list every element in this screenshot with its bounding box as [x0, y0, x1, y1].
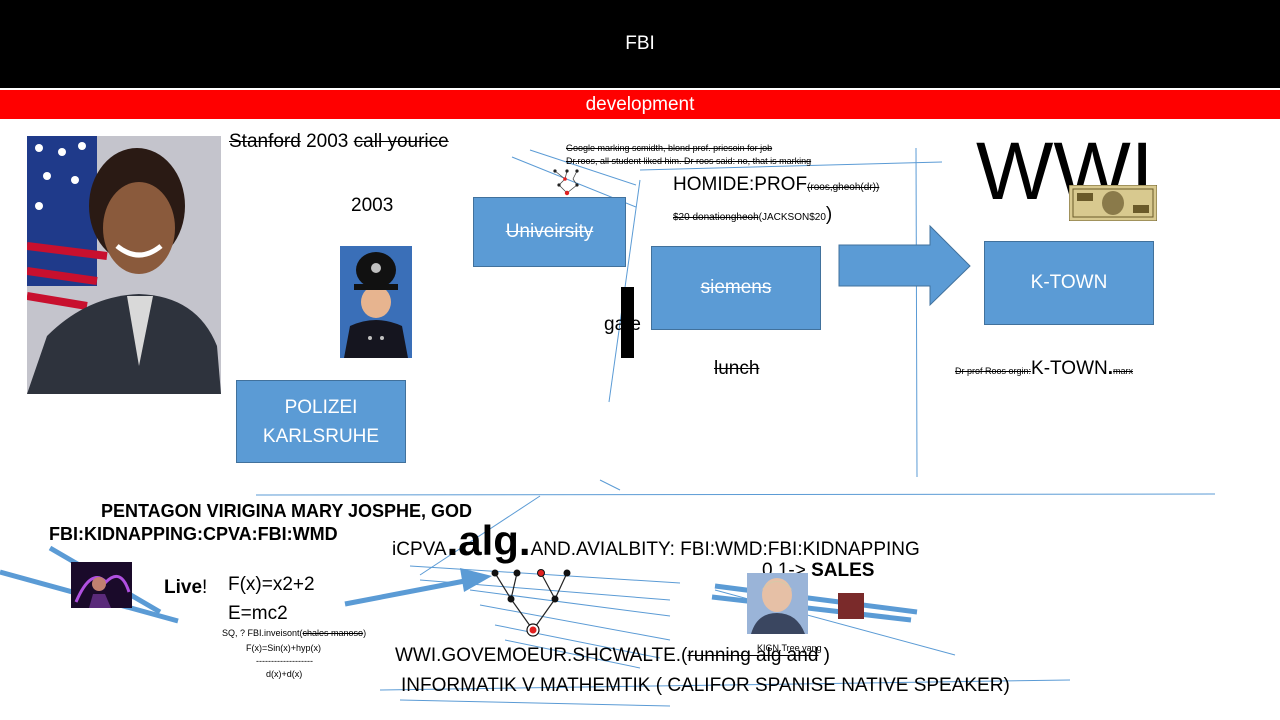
- polizei-box[interactable]: POLIZEI KARLSRUHE: [236, 380, 406, 463]
- call-strike: call yourice: [353, 131, 449, 152]
- homide-line: HOMIDE:PROF(roos,gheoh(dr)): [673, 174, 879, 196]
- sin-formula: F(x)=Sin(x)+hyp(x): [246, 643, 322, 653]
- alg-label: .alg.: [446, 517, 531, 564]
- live-line: Live!: [164, 577, 207, 599]
- donation-plain: (JACKSON$20: [758, 212, 826, 223]
- stanford-strike: Stanford: [229, 131, 301, 152]
- polizei-line1: POLIZEI: [284, 396, 358, 418]
- emc-formula: E=mc2: [228, 603, 288, 624]
- google-note-2: Dr.roos, all student liked him. Dr roos …: [566, 156, 812, 166]
- ktown-main: K-TOWN: [1031, 358, 1108, 379]
- ktown-label: K-TOWN: [1030, 272, 1108, 293]
- subheader-title: development: [585, 93, 695, 115]
- icpva-line: iCPVA.alg.AND.AVIALBITY: FBI:WMD:FBI:KID…: [392, 511, 920, 581]
- stanford-year: 2003: [300, 131, 354, 152]
- performer-icon: [71, 562, 132, 608]
- icpva-prefix: iCPVA: [392, 539, 447, 560]
- woman-portrait-icon: [27, 136, 221, 394]
- university-label: Univeirsity: [505, 221, 594, 242]
- informatik-line: INFORMATIK V MATHEMTIK ( CALIFOR SPANISE…: [401, 675, 1010, 696]
- ktown-suffix: marx: [1113, 366, 1134, 376]
- wwi-gov-line: WWI.GOVEMOEUR.SHCWALTE.(running alg and …: [395, 645, 830, 667]
- man-photo-icon: [747, 573, 808, 634]
- sq-prefix: SQ, ? FBI.inveisont(: [222, 628, 303, 638]
- wwi-gov-suffix: ): [818, 645, 830, 666]
- banknote-icon: [1069, 185, 1157, 221]
- homide-small: (roos,gheoh(dr)): [807, 182, 880, 193]
- year-label: 2003: [351, 195, 394, 216]
- wwi-gov-strike: running alg and: [687, 645, 819, 666]
- icpva-suffix: AND.AVIALBITY: FBI:WMD:FBI:KIDNAPPING: [530, 539, 920, 560]
- siemens-box[interactable]: siemens: [651, 246, 821, 330]
- wwi-gov-prefix: WWI.GOVEMOEUR.SHCWALTE.(: [395, 645, 688, 666]
- tree-diagram-large-icon: [491, 569, 571, 637]
- fbi-kidnapping-line: FBI:KIDNAPPING:CPVA:FBI:WMD: [49, 524, 338, 544]
- donation-paren: ): [825, 204, 833, 225]
- small-red-photo: [838, 593, 864, 619]
- portrait-photo: [27, 136, 221, 394]
- sq-suffix: ): [363, 628, 367, 638]
- sales-label: SALES: [811, 560, 875, 581]
- fx-formula: F(x)=x2+2: [228, 574, 315, 595]
- performer-photo: [71, 562, 132, 608]
- man-photo: [747, 573, 808, 634]
- tree-diagram-small-icon: [553, 169, 579, 196]
- subheader-bar: development: [0, 90, 1280, 119]
- ktown-box[interactable]: K-TOWN: [984, 241, 1154, 325]
- police-photo: [340, 246, 412, 358]
- ktown-dot: .: [1107, 358, 1114, 379]
- police-officer-icon: [340, 246, 412, 358]
- kign-caption: KIGN.Tree yang: [757, 643, 822, 653]
- donation-line: $20 donationgheoh(JACKSON$20): [673, 204, 832, 226]
- siemens-label: siemens: [700, 277, 772, 298]
- live-bang: !: [202, 577, 208, 598]
- header-title: FBI: [625, 33, 655, 54]
- dashes-line: -------------------: [256, 656, 313, 666]
- donation-strike: $20 donationgheoh: [673, 212, 759, 223]
- university-box[interactable]: Univeirsity: [473, 197, 626, 267]
- gate-label: gate: [604, 314, 641, 335]
- gate-bar: [621, 287, 634, 358]
- stanford-line: Stanford 2003 call yourice: [229, 131, 449, 153]
- google-note-1: Google marking scmidth, blond prof. prie…: [566, 143, 773, 153]
- dx-formula: d(x)+d(x): [266, 669, 303, 679]
- ktown-origin-line: Dr prof Roos orgin:K-TOWN.marx: [955, 358, 1133, 380]
- lunch-label: lunch: [714, 358, 760, 379]
- sq-line: SQ, ? FBI.inveisont(chales manoso): [222, 628, 366, 638]
- ktown-prefix: Dr prof Roos orgin:: [955, 366, 1032, 376]
- sq-strike: chales manoso: [302, 628, 364, 638]
- pentagon-line: PENTAGON VIRIGINA MARY JOSPHE, GOD: [101, 501, 473, 521]
- header-bar: FBI: [0, 0, 1280, 88]
- polizei-line2: KARLSRUHE: [262, 425, 380, 447]
- live-label: Live: [164, 577, 203, 598]
- homide-main: HOMIDE:PROF: [673, 174, 808, 195]
